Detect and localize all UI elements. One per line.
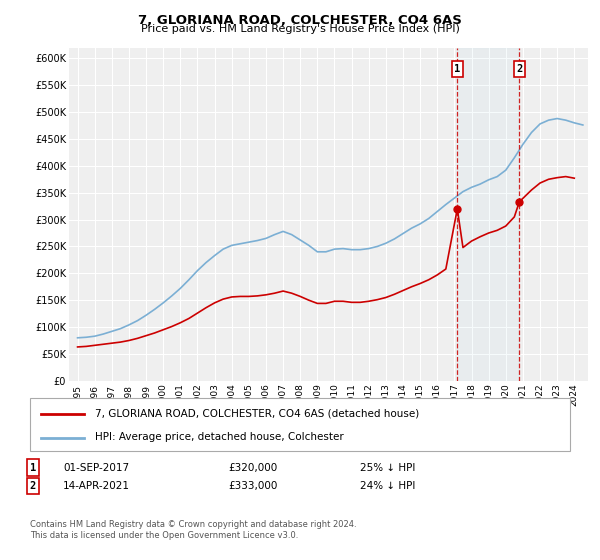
Bar bbox=[457, 48, 520, 381]
Text: 14-APR-2021: 14-APR-2021 bbox=[63, 481, 130, 491]
Text: 7, GLORIANA ROAD, COLCHESTER, CO4 6AS (detached house): 7, GLORIANA ROAD, COLCHESTER, CO4 6AS (d… bbox=[95, 409, 419, 418]
Text: 1: 1 bbox=[454, 64, 460, 74]
Text: £333,000: £333,000 bbox=[228, 481, 277, 491]
Text: 2: 2 bbox=[516, 64, 523, 74]
Text: Price paid vs. HM Land Registry's House Price Index (HPI): Price paid vs. HM Land Registry's House … bbox=[140, 24, 460, 34]
Text: 1: 1 bbox=[30, 463, 36, 473]
Text: 2: 2 bbox=[30, 481, 36, 491]
Text: 01-SEP-2017: 01-SEP-2017 bbox=[63, 463, 129, 473]
FancyBboxPatch shape bbox=[30, 398, 570, 451]
Text: 24% ↓ HPI: 24% ↓ HPI bbox=[360, 481, 415, 491]
Text: 7, GLORIANA ROAD, COLCHESTER, CO4 6AS: 7, GLORIANA ROAD, COLCHESTER, CO4 6AS bbox=[138, 14, 462, 27]
Text: 25% ↓ HPI: 25% ↓ HPI bbox=[360, 463, 415, 473]
Text: Contains HM Land Registry data © Crown copyright and database right 2024.
This d: Contains HM Land Registry data © Crown c… bbox=[30, 520, 356, 540]
Text: HPI: Average price, detached house, Colchester: HPI: Average price, detached house, Colc… bbox=[95, 432, 344, 442]
Text: £320,000: £320,000 bbox=[228, 463, 277, 473]
